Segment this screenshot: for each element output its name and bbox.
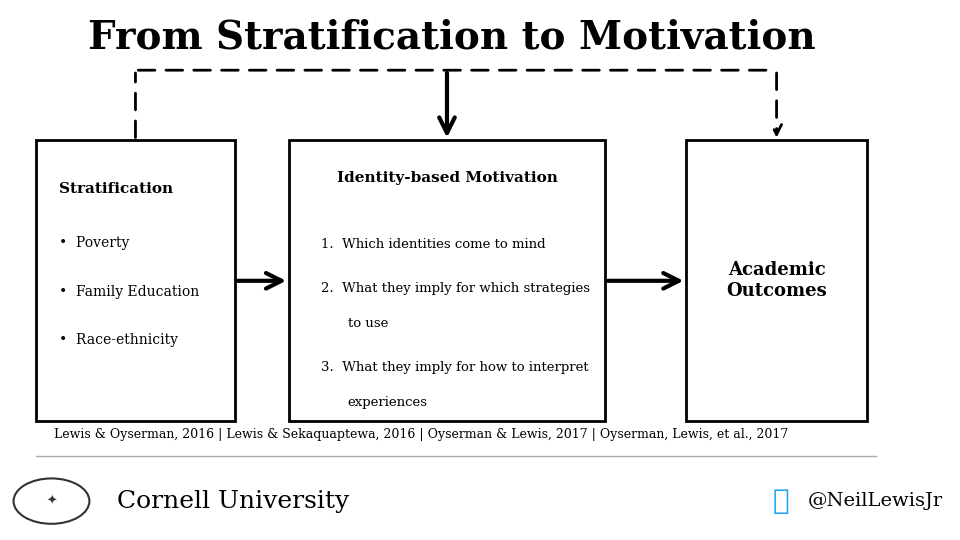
Text: to use: to use [348, 317, 388, 330]
Text: Academic
Outcomes: Academic Outcomes [726, 261, 827, 300]
Text: •  Poverty: • Poverty [59, 236, 129, 250]
Text: From Stratification to Motivation: From Stratification to Motivation [87, 19, 815, 57]
Text: ✦: ✦ [46, 495, 57, 508]
Text: Identity-based Motivation: Identity-based Motivation [337, 171, 558, 185]
FancyBboxPatch shape [289, 140, 605, 421]
Text: Stratification: Stratification [59, 182, 173, 196]
Text: experiences: experiences [348, 396, 427, 409]
Text: Lewis & Oyserman, 2016 | Lewis & Sekaquaptewa, 2016 | Oyserman & Lewis, 2017 | O: Lewis & Oyserman, 2016 | Lewis & Sekaqua… [54, 428, 788, 441]
Text: 🐦: 🐦 [773, 487, 789, 515]
Text: •  Family Education: • Family Education [59, 285, 199, 299]
FancyBboxPatch shape [686, 140, 867, 421]
Text: @NeilLewisJr: @NeilLewisJr [808, 492, 944, 510]
Text: 2.  What they imply for which strategies: 2. What they imply for which strategies [321, 282, 589, 295]
Text: 3.  What they imply for how to interpret: 3. What they imply for how to interpret [321, 361, 588, 374]
FancyBboxPatch shape [36, 140, 235, 421]
Text: Cornell University: Cornell University [117, 490, 349, 512]
Text: 1.  Which identities come to mind: 1. Which identities come to mind [321, 238, 545, 251]
Text: •  Race-ethnicity: • Race-ethnicity [59, 333, 178, 347]
